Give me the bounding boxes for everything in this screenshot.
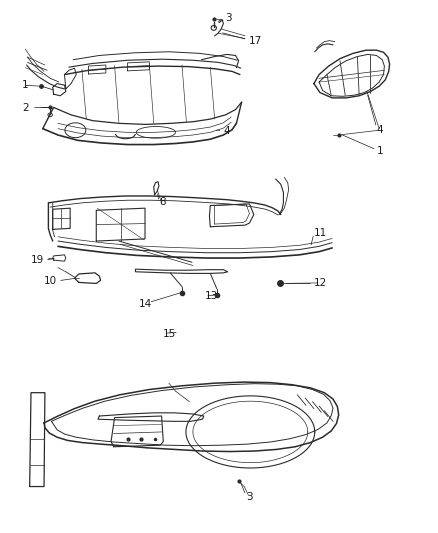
Text: 3: 3 bbox=[226, 13, 232, 23]
Text: 4: 4 bbox=[223, 126, 230, 136]
Text: 8: 8 bbox=[159, 197, 166, 207]
Text: 10: 10 bbox=[44, 276, 57, 286]
Text: 11: 11 bbox=[314, 228, 327, 238]
Text: 14: 14 bbox=[138, 298, 152, 309]
Text: 1: 1 bbox=[377, 146, 383, 156]
Text: 17: 17 bbox=[249, 36, 262, 46]
Text: 13: 13 bbox=[205, 291, 218, 301]
Text: 2: 2 bbox=[22, 103, 29, 113]
Text: 15: 15 bbox=[163, 329, 177, 340]
Text: 3: 3 bbox=[246, 492, 253, 502]
Text: 1: 1 bbox=[22, 80, 29, 90]
Text: 19: 19 bbox=[31, 255, 44, 265]
Text: 12: 12 bbox=[314, 278, 327, 288]
Text: 4: 4 bbox=[377, 125, 383, 135]
